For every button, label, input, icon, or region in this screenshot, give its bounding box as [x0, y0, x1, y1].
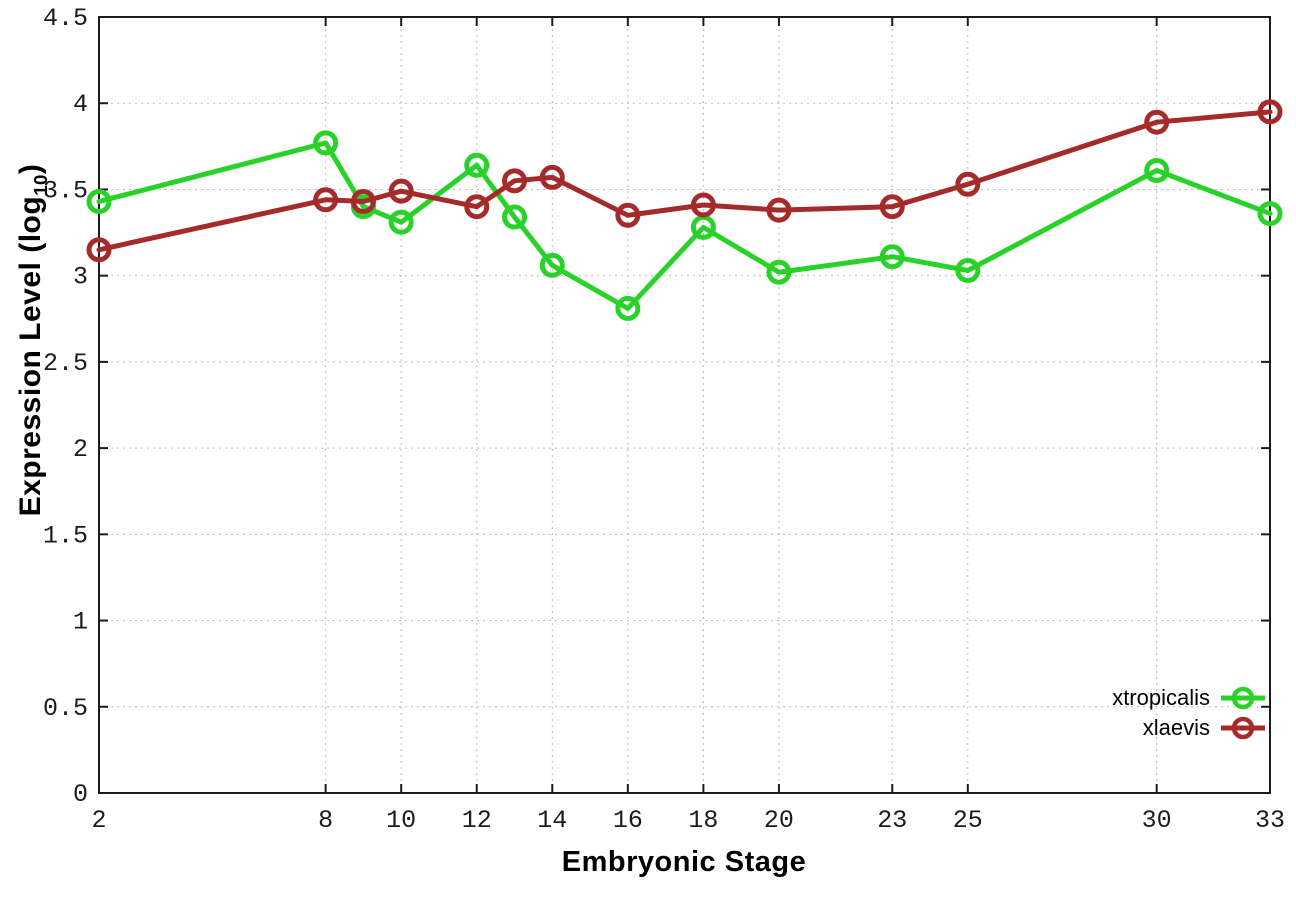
data-point-xtropicalis — [539, 252, 565, 278]
data-point-xtropicalis — [1257, 201, 1283, 227]
legend-item-xtropicalis: xtropicalis — [1112, 683, 1266, 713]
data-point-xtropicalis — [955, 257, 981, 283]
data-point-xlaevis — [879, 194, 905, 220]
legend-item-xlaevis: xlaevis — [1143, 713, 1266, 743]
y-axis-label: Expression Level (log10) — [11, 0, 51, 690]
data-point-xtropicalis — [1144, 157, 1170, 183]
data-point-xlaevis — [615, 202, 641, 228]
data-point-xlaevis — [1257, 99, 1283, 125]
data-point-xlaevis — [539, 164, 565, 190]
data-point-xlaevis — [350, 189, 376, 215]
plot-border — [98, 16, 1271, 794]
data-point-xlaevis — [464, 194, 490, 220]
data-point-xlaevis — [502, 168, 528, 194]
y-tick-label: 2 — [73, 435, 88, 464]
x-tick-label: 10 — [386, 806, 416, 835]
data-point-xlaevis — [766, 197, 792, 223]
y-tick-label: 0 — [73, 780, 88, 809]
data-point-xtropicalis — [464, 152, 490, 178]
legend: xtropicalis xlaevis — [1112, 683, 1266, 743]
legend-sample-line-icon — [1221, 686, 1265, 710]
y-tick-label: 4.5 — [43, 4, 88, 33]
x-tick-label: 2 — [91, 806, 106, 835]
data-point-xlaevis — [955, 171, 981, 197]
x-axis-label: Embryonic Stage — [561, 846, 807, 878]
x-tick-label: 30 — [1142, 806, 1172, 835]
y-axis-label-text: Expression Level (log — [14, 195, 47, 517]
y-tick-label: 3 — [73, 263, 88, 292]
data-point-xtropicalis — [313, 130, 339, 156]
y-axis-label-subscript: 10 — [30, 174, 51, 196]
data-point-xtropicalis — [86, 189, 112, 215]
series-line-xlaevis — [96, 109, 1273, 253]
x-tick-label: 23 — [877, 806, 907, 835]
x-tick-label: 20 — [764, 806, 794, 835]
y-tick-label: 2.5 — [43, 349, 88, 378]
y-axis-label-suffix: ) — [14, 163, 47, 175]
x-tick-label: 25 — [953, 806, 983, 835]
x-tick-label: 8 — [318, 806, 333, 835]
data-point-xtropicalis — [615, 295, 641, 321]
x-tick-label: 16 — [613, 806, 643, 835]
data-point-xlaevis — [86, 237, 112, 263]
y-tick-label: 0.5 — [43, 694, 88, 723]
y-tick-label: 4 — [73, 90, 88, 119]
series-line-xtropicalis — [96, 140, 1273, 311]
data-point-xlaevis — [1144, 109, 1170, 135]
y-tick-label: 1.5 — [43, 521, 88, 550]
data-point-xlaevis — [388, 178, 414, 204]
data-point-xtropicalis — [766, 259, 792, 285]
x-tick-label: 18 — [688, 806, 718, 835]
data-point-xtropicalis — [879, 244, 905, 270]
y-tick-label: 1 — [73, 608, 88, 637]
legend-sample-line-icon — [1221, 716, 1265, 740]
x-tick-label: 33 — [1255, 806, 1285, 835]
data-point-xtropicalis — [388, 209, 414, 235]
x-tick-label: 12 — [462, 806, 492, 835]
data-point-xlaevis — [313, 187, 339, 213]
y-tick-label: 3.5 — [43, 176, 88, 205]
data-point-xlaevis — [690, 192, 716, 218]
data-point-xtropicalis — [502, 204, 528, 230]
x-tick-label: 14 — [537, 806, 567, 835]
legend-label-xlaevis: xlaevis — [1142, 715, 1210, 740]
legend-label-xtropicalis: xtropicalis — [1112, 685, 1210, 710]
